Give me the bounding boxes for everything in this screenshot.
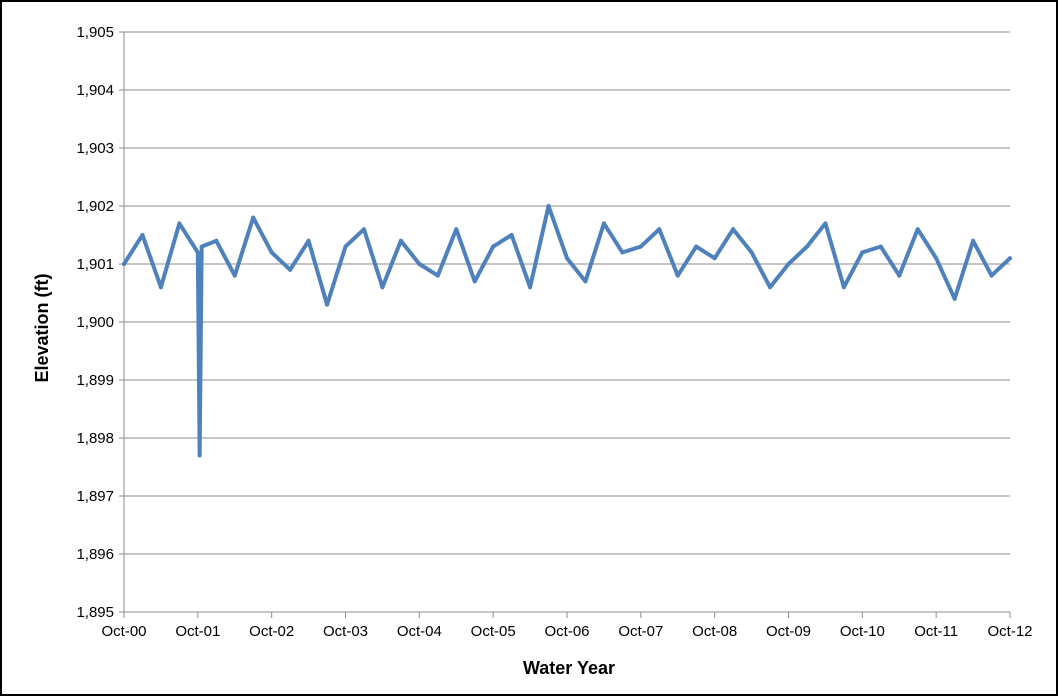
data-point (195, 250, 200, 255)
data-point (675, 273, 680, 278)
y-tick-label: 1,896 (76, 546, 114, 563)
x-tick-label: Oct-06 (544, 623, 589, 640)
x-tick-labels: Oct-00 Oct-01 Oct-02 Oct-03 Oct-04 Oct-05 Oct-… (101, 623, 1032, 640)
data-point (897, 273, 902, 278)
data-point (454, 227, 459, 232)
data-point (232, 273, 237, 278)
data-point (417, 262, 422, 266)
x-tick-label: Oct-00 (101, 623, 146, 640)
data-point (251, 215, 256, 220)
data-point (343, 244, 348, 249)
data-point (528, 285, 533, 290)
data-point (140, 233, 145, 237)
data-point (583, 279, 588, 284)
y-axis-title: Elevation (ft) (32, 273, 52, 382)
data-point (989, 273, 994, 278)
series-group (122, 204, 1012, 458)
data-point (546, 204, 551, 208)
data-point (804, 244, 809, 249)
y-tick-label: 1,905 (76, 24, 114, 41)
data-point (1008, 256, 1012, 261)
x-tick-label: Oct-04 (397, 623, 442, 640)
x-tick-label: Oct-12 (987, 623, 1032, 640)
data-point (934, 256, 939, 261)
data-point (435, 273, 440, 278)
data-point (325, 302, 330, 307)
data-point (380, 285, 385, 290)
data-point (731, 227, 736, 232)
x-tick-label: Oct-01 (175, 623, 220, 640)
series-line-0 (122, 204, 1012, 458)
data-point (786, 262, 791, 266)
y-tick-label: 1,901 (76, 256, 114, 273)
data-point (197, 453, 202, 458)
data-point (122, 262, 126, 266)
data-point (841, 285, 846, 290)
data-point (878, 244, 883, 249)
data-point (749, 250, 754, 255)
x-tick-label: Oct-05 (471, 623, 516, 640)
data-point (915, 227, 920, 232)
data-point (823, 221, 828, 226)
data-point (199, 244, 204, 249)
data-point (509, 233, 514, 237)
data-point (638, 244, 643, 249)
y-tick-labels: 1,895 1,896 1,897 1,898 1,899 1,900 1,901 1,902… (76, 24, 114, 621)
x-tick-label: Oct-03 (323, 623, 368, 640)
data-point (601, 221, 606, 226)
data-point (860, 250, 865, 255)
y-tick-label: 1,898 (76, 430, 114, 447)
x-axis-title: Water Year (523, 658, 615, 678)
data-point (361, 227, 366, 232)
y-tick-label: 1,897 (76, 488, 114, 505)
x-tick-label: Oct-10 (840, 623, 885, 640)
data-point (565, 256, 569, 261)
x-tick-label: Oct-07 (618, 623, 663, 640)
data-point (472, 279, 477, 284)
data-point (491, 244, 496, 249)
data-point (620, 250, 625, 255)
data-point (657, 227, 662, 232)
y-tick-label: 1,902 (76, 198, 114, 215)
data-point (158, 285, 163, 290)
y-tick-label: 1,899 (76, 372, 114, 389)
y-tick-label: 1,895 (76, 604, 114, 621)
y-tick-label: 1,903 (76, 140, 114, 157)
data-point (269, 250, 274, 255)
y-tick-label: 1,900 (76, 314, 114, 331)
data-point (398, 238, 403, 243)
data-point (306, 238, 311, 243)
gridlines (124, 31, 1010, 613)
x-tick-label: Oct-02 (249, 623, 294, 640)
data-point (768, 285, 773, 290)
x-tick-label: Oct-09 (766, 623, 811, 640)
y-tick-label: 1,904 (76, 82, 114, 99)
data-point (712, 256, 717, 261)
data-point (214, 238, 219, 243)
x-tick-label: Oct-11 (914, 623, 958, 640)
data-point (971, 238, 976, 243)
data-point (694, 244, 699, 249)
data-point (177, 221, 182, 226)
data-point (288, 267, 293, 272)
x-tick-label: Oct-08 (692, 623, 737, 640)
axes (119, 31, 1011, 618)
data-point (952, 296, 957, 301)
